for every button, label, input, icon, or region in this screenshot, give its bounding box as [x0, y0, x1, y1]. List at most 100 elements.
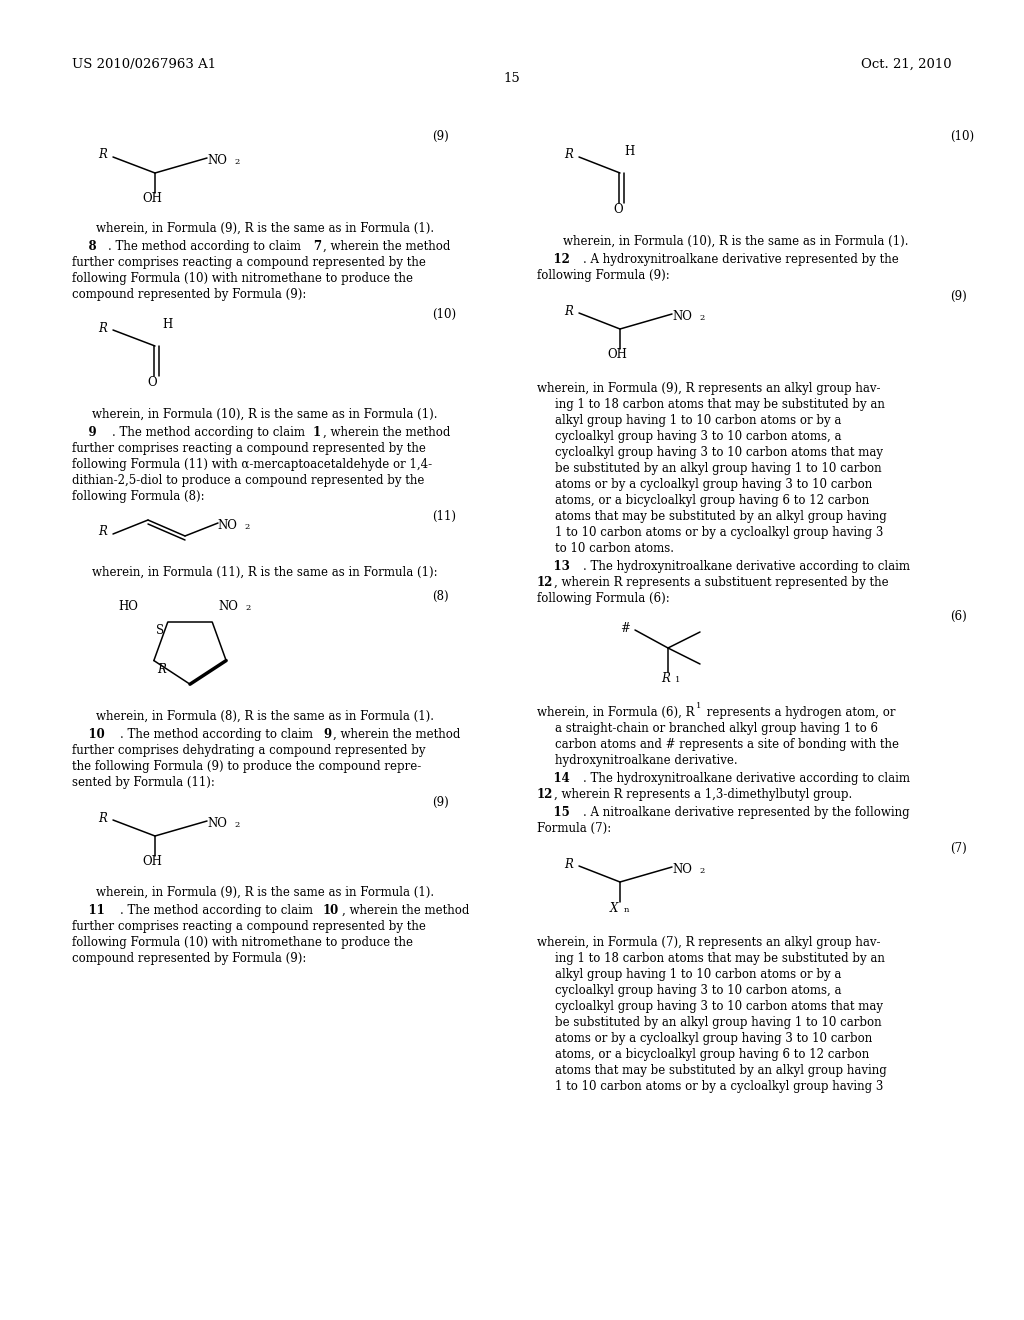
Text: R: R: [98, 322, 106, 335]
Text: ing 1 to 18 carbon atoms that may be substituted by an: ing 1 to 18 carbon atoms that may be sub…: [555, 399, 885, 411]
Text: #: #: [620, 622, 630, 635]
Text: R: R: [662, 672, 670, 685]
Text: . The hydroxynitroalkane derivative according to claim: . The hydroxynitroalkane derivative acco…: [583, 560, 910, 573]
Text: , wherein R represents a 1,3-dimethylbutyl group.: , wherein R represents a 1,3-dimethylbut…: [554, 788, 852, 801]
Text: 7: 7: [313, 240, 322, 253]
Text: atoms, or a bicycloalkyl group having 6 to 12 carbon: atoms, or a bicycloalkyl group having 6 …: [555, 1048, 869, 1061]
Text: (9): (9): [950, 290, 967, 304]
Text: . The hydroxynitroalkane derivative according to claim: . The hydroxynitroalkane derivative acco…: [583, 772, 910, 785]
Text: cycloalkyl group having 3 to 10 carbon atoms that may: cycloalkyl group having 3 to 10 carbon a…: [555, 1001, 883, 1012]
Text: atoms, or a bicycloalkyl group having 6 to 12 carbon: atoms, or a bicycloalkyl group having 6 …: [555, 494, 869, 507]
Text: (7): (7): [950, 842, 967, 855]
Text: following Formula (11) with α-mercaptoacetaldehyde or 1,4-: following Formula (11) with α-mercaptoac…: [72, 458, 432, 471]
Text: n: n: [624, 906, 630, 913]
Text: R: R: [98, 148, 106, 161]
Text: R: R: [564, 858, 572, 871]
Text: , wherein R represents a substituent represented by the: , wherein R represents a substituent rep…: [554, 576, 889, 589]
Text: , wherein the method: , wherein the method: [333, 729, 461, 741]
Text: cycloalkyl group having 3 to 10 carbon atoms, a: cycloalkyl group having 3 to 10 carbon a…: [555, 983, 842, 997]
Text: compound represented by Formula (9):: compound represented by Formula (9):: [72, 952, 306, 965]
Text: atoms or by a cycloalkyl group having 3 to 10 carbon: atoms or by a cycloalkyl group having 3 …: [555, 1032, 872, 1045]
Text: wherein, in Formula (6), R: wherein, in Formula (6), R: [537, 706, 694, 719]
Text: H: H: [162, 318, 172, 331]
Text: R: R: [98, 525, 106, 539]
Text: further comprises reacting a compound represented by the: further comprises reacting a compound re…: [72, 920, 426, 933]
Text: ing 1 to 18 carbon atoms that may be substituted by an: ing 1 to 18 carbon atoms that may be sub…: [555, 952, 885, 965]
Text: 15: 15: [537, 807, 569, 818]
Text: wherein, in Formula (10), R is the same as in Formula (1).: wherein, in Formula (10), R is the same …: [563, 235, 908, 248]
Text: , wherein the method: , wherein the method: [342, 904, 469, 917]
Text: 13: 13: [537, 560, 570, 573]
Text: NO: NO: [207, 817, 227, 830]
Text: R: R: [564, 148, 572, 161]
Text: NO: NO: [218, 601, 238, 612]
Text: alkyl group having 1 to 10 carbon atoms or by a: alkyl group having 1 to 10 carbon atoms …: [555, 414, 842, 426]
Text: NO: NO: [217, 519, 237, 532]
Text: 2: 2: [244, 523, 249, 531]
Text: 2: 2: [234, 158, 240, 166]
Text: 14: 14: [537, 772, 569, 785]
Text: NO: NO: [672, 310, 692, 323]
Text: the following Formula (9) to produce the compound repre-: the following Formula (9) to produce the…: [72, 760, 421, 774]
Text: carbon atoms and # represents a site of bonding with the: carbon atoms and # represents a site of …: [555, 738, 899, 751]
Text: further comprises reacting a compound represented by the: further comprises reacting a compound re…: [72, 442, 426, 455]
Text: wherein, in Formula (8), R is the same as in Formula (1).: wherein, in Formula (8), R is the same a…: [96, 710, 434, 723]
Text: OH: OH: [607, 348, 627, 360]
Text: 10: 10: [72, 729, 104, 741]
Text: following Formula (8):: following Formula (8):: [72, 490, 205, 503]
Text: hydroxynitroalkane derivative.: hydroxynitroalkane derivative.: [555, 754, 737, 767]
Text: wherein, in Formula (9), R is the same as in Formula (1).: wherein, in Formula (9), R is the same a…: [96, 886, 434, 899]
Text: 11: 11: [72, 904, 104, 917]
Text: wherein, in Formula (9), R represents an alkyl group hav-: wherein, in Formula (9), R represents an…: [537, 381, 881, 395]
Text: 1 to 10 carbon atoms or by a cycloalkyl group having 3: 1 to 10 carbon atoms or by a cycloalkyl …: [555, 525, 884, 539]
Text: Oct. 21, 2010: Oct. 21, 2010: [861, 58, 952, 71]
Text: following Formula (10) with nitromethane to produce the: following Formula (10) with nitromethane…: [72, 936, 413, 949]
Text: 12: 12: [537, 253, 570, 267]
Text: H: H: [624, 145, 634, 158]
Text: 1: 1: [696, 702, 701, 710]
Text: . The method according to claim: . The method according to claim: [112, 426, 309, 440]
Text: US 2010/0267963 A1: US 2010/0267963 A1: [72, 58, 216, 71]
Text: , wherein the method: , wherein the method: [323, 426, 451, 440]
Text: be substituted by an alkyl group having 1 to 10 carbon: be substituted by an alkyl group having …: [555, 1016, 882, 1030]
Text: 1: 1: [675, 676, 680, 684]
Text: atoms that may be substituted by an alkyl group having: atoms that may be substituted by an alky…: [555, 1064, 887, 1077]
Text: to 10 carbon atoms.: to 10 carbon atoms.: [555, 543, 674, 554]
Text: 15: 15: [504, 73, 520, 84]
Text: a straight-chain or branched alkyl group having 1 to 6: a straight-chain or branched alkyl group…: [555, 722, 878, 735]
Text: O: O: [613, 203, 623, 216]
Text: 9: 9: [72, 426, 96, 440]
Text: . The method according to claim: . The method according to claim: [120, 729, 316, 741]
Text: R: R: [157, 663, 166, 676]
Text: S: S: [156, 624, 164, 638]
Text: X: X: [610, 902, 618, 915]
Text: , wherein the method: , wherein the method: [323, 240, 451, 253]
Text: (11): (11): [432, 510, 456, 523]
Text: (6): (6): [950, 610, 967, 623]
Text: NO: NO: [672, 863, 692, 876]
Text: alkyl group having 1 to 10 carbon atoms or by a: alkyl group having 1 to 10 carbon atoms …: [555, 968, 842, 981]
Text: cycloalkyl group having 3 to 10 carbon atoms, a: cycloalkyl group having 3 to 10 carbon a…: [555, 430, 842, 444]
Text: compound represented by Formula (9):: compound represented by Formula (9):: [72, 288, 306, 301]
Text: Formula (7):: Formula (7):: [537, 822, 611, 836]
Text: 1: 1: [313, 426, 322, 440]
Text: . A nitroalkane derivative represented by the following: . A nitroalkane derivative represented b…: [583, 807, 909, 818]
Text: . A hydroxynitroalkane derivative represented by the: . A hydroxynitroalkane derivative repres…: [583, 253, 899, 267]
Text: dithian-2,5-diol to produce a compound represented by the: dithian-2,5-diol to produce a compound r…: [72, 474, 424, 487]
Text: . The method according to claim: . The method according to claim: [108, 240, 305, 253]
Text: following Formula (6):: following Formula (6):: [537, 591, 670, 605]
Text: (10): (10): [950, 129, 974, 143]
Text: wherein, in Formula (7), R represents an alkyl group hav-: wherein, in Formula (7), R represents an…: [537, 936, 881, 949]
Text: following Formula (9):: following Formula (9):: [537, 269, 670, 282]
Text: 12: 12: [537, 788, 553, 801]
Text: OH: OH: [142, 191, 162, 205]
Text: further comprises dehydrating a compound represented by: further comprises dehydrating a compound…: [72, 744, 426, 756]
Text: 10: 10: [323, 904, 339, 917]
Text: further comprises reacting a compound represented by the: further comprises reacting a compound re…: [72, 256, 426, 269]
Text: O: O: [147, 376, 157, 389]
Text: be substituted by an alkyl group having 1 to 10 carbon: be substituted by an alkyl group having …: [555, 462, 882, 475]
Text: R: R: [98, 812, 106, 825]
Text: wherein, in Formula (11), R is the same as in Formula (1):: wherein, in Formula (11), R is the same …: [92, 566, 438, 579]
Text: HO: HO: [118, 601, 138, 612]
Text: OH: OH: [142, 855, 162, 869]
